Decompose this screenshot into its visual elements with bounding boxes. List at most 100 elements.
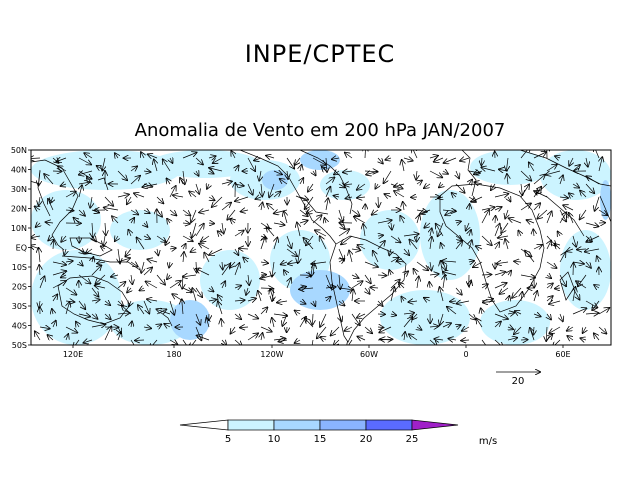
wind-vector — [86, 249, 93, 254]
wind-vector — [150, 339, 158, 345]
wind-vector — [326, 198, 328, 211]
wind-vector — [521, 183, 522, 195]
wind-vector — [260, 307, 267, 315]
wind-vector — [53, 321, 56, 328]
wind-vector — [476, 319, 483, 328]
wind-vector — [509, 218, 522, 224]
wind-vector — [580, 338, 587, 340]
wind-vector — [201, 235, 210, 242]
wind-vector — [92, 236, 96, 241]
wind-vector — [195, 287, 202, 297]
wind-vector — [295, 311, 300, 315]
colorbar-segment — [365, 419, 413, 431]
wind-vector — [129, 301, 131, 306]
wind-vector — [349, 251, 352, 263]
anomaly-shading — [31, 250, 121, 345]
wind-vector — [313, 171, 316, 175]
wind-vector — [115, 153, 118, 158]
wind-vector — [239, 248, 249, 249]
lat-label: 20N — [11, 205, 27, 214]
wind-vector — [491, 183, 495, 190]
wind-vector — [351, 281, 363, 289]
wind-vector — [91, 287, 99, 297]
wind-vector — [481, 210, 489, 224]
wind-vector — [547, 314, 551, 320]
wind-vector — [402, 160, 404, 172]
wind-vector — [597, 256, 599, 263]
wind-vector — [341, 235, 353, 244]
wind-vector — [394, 191, 405, 198]
wind-vector — [455, 236, 462, 240]
wind-vector — [117, 170, 127, 180]
wind-vector — [183, 244, 186, 249]
wind-vector — [256, 197, 262, 199]
wind-vector — [520, 170, 531, 181]
wind-vector — [364, 326, 372, 333]
wind-vector — [481, 339, 487, 345]
wind-vector — [481, 168, 496, 172]
wind-vector — [288, 262, 301, 264]
wind-vector — [346, 197, 353, 199]
wind-vector — [559, 274, 566, 286]
wind-vector — [587, 176, 600, 185]
wind-vector — [247, 298, 256, 301]
wind-vector — [92, 222, 93, 238]
wind-vector — [494, 339, 503, 345]
wind-vector — [351, 275, 359, 278]
wind-vector — [456, 170, 459, 178]
wind-vector — [424, 184, 431, 188]
wind-vector — [260, 326, 272, 332]
lon-label: 120E — [63, 350, 83, 359]
wind-vector — [148, 259, 158, 262]
wind-vector — [143, 236, 150, 239]
wind-vector — [573, 235, 576, 247]
wind-vector — [576, 281, 587, 289]
wind-vector — [325, 218, 327, 223]
wind-vector — [546, 261, 557, 268]
wind-vector — [506, 157, 508, 171]
wind-vector — [339, 301, 345, 306]
wind-vector — [469, 180, 472, 184]
wind-vector — [182, 235, 193, 241]
wind-vector — [586, 235, 600, 242]
wind-vector — [380, 339, 392, 340]
wind-vector — [583, 326, 586, 333]
wind-vector — [101, 246, 105, 249]
wind-vector — [498, 236, 509, 238]
wind-vector — [191, 249, 196, 252]
wind-vector — [555, 244, 560, 249]
wind-vector — [573, 287, 575, 302]
wind-vector — [58, 166, 67, 171]
wind-vector — [357, 197, 366, 198]
wind-vector — [370, 287, 379, 288]
wind-vector — [140, 288, 145, 291]
wind-vector — [417, 215, 419, 224]
wind-vector — [497, 262, 509, 264]
wind-vector — [508, 271, 511, 275]
wind-vector — [117, 194, 129, 197]
wind-vector — [372, 210, 379, 215]
wind-vector — [521, 292, 522, 302]
colorbar-label: 20 — [360, 434, 373, 445]
wind-vector — [272, 318, 274, 328]
wind-vector — [300, 165, 302, 172]
wind-vector — [400, 216, 404, 224]
wind-vector — [221, 264, 230, 276]
wind-vector — [595, 196, 600, 211]
wind-vector — [261, 237, 265, 250]
wind-vector — [339, 313, 342, 321]
wind-vector — [379, 326, 392, 332]
wind-vector — [305, 319, 314, 328]
wind-vector — [598, 209, 607, 215]
wind-vector — [389, 270, 391, 275]
wind-vector — [79, 262, 83, 266]
colorbar-segment — [227, 419, 275, 431]
lat-label: 10S — [12, 263, 27, 272]
wind-vector — [320, 236, 327, 250]
wind-vector — [196, 269, 210, 276]
wind-vector — [52, 281, 66, 289]
wind-vector — [196, 171, 199, 176]
wind-vector — [305, 196, 314, 209]
wind-vector — [191, 209, 197, 222]
